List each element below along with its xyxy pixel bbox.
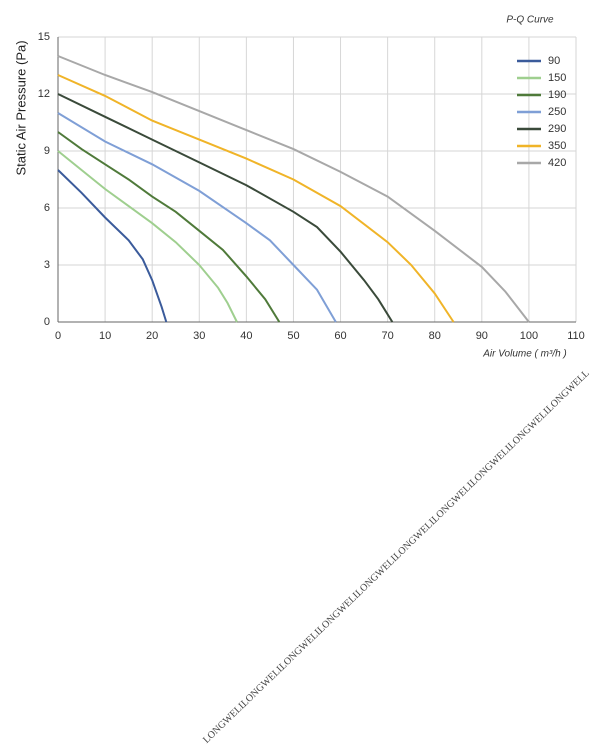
legend-label: 290 bbox=[548, 123, 566, 135]
y-tick-label: 0 bbox=[44, 316, 50, 328]
x-tick-label: 10 bbox=[99, 330, 111, 342]
watermark: LONGWELL bbox=[315, 589, 363, 635]
watermark: LONGWELL bbox=[430, 478, 478, 524]
series-line bbox=[57, 131, 281, 323]
chart-title: P-Q Curve bbox=[506, 15, 554, 26]
watermark: LONGWELL bbox=[239, 662, 287, 708]
series-line bbox=[57, 74, 455, 323]
y-tick-label: 3 bbox=[44, 259, 50, 271]
legend-label: 190 bbox=[548, 89, 566, 101]
x-tick-label: 90 bbox=[476, 330, 488, 342]
series-line bbox=[57, 93, 394, 323]
series-line bbox=[57, 112, 337, 323]
y-tick-label: 9 bbox=[44, 145, 50, 157]
watermark: LONGWELL bbox=[544, 368, 592, 414]
x-tick-label: 30 bbox=[193, 330, 205, 342]
x-axis-label: Air Volume ( m³/h ) bbox=[482, 349, 567, 360]
x-tick-label: 110 bbox=[567, 330, 585, 342]
watermark: LONGWELL bbox=[392, 515, 440, 561]
watermark: LONGWELL bbox=[506, 405, 554, 451]
y-tick-label: 15 bbox=[38, 31, 50, 43]
x-tick-label: 40 bbox=[240, 330, 252, 342]
x-tick-label: 60 bbox=[334, 330, 346, 342]
x-tick-label: 100 bbox=[520, 330, 538, 342]
y-tick-label: 12 bbox=[38, 88, 50, 100]
x-tick-label: 70 bbox=[382, 330, 394, 342]
watermark: LONGWELL bbox=[468, 442, 516, 488]
legend-label: 150 bbox=[548, 72, 566, 84]
series-line bbox=[57, 150, 238, 323]
watermark: LONGWELL bbox=[201, 699, 249, 745]
y-axis-label: Static Air Pressure (Pa) bbox=[13, 40, 28, 175]
watermark: LONGWELL bbox=[277, 626, 325, 672]
series-line bbox=[57, 169, 168, 323]
x-tick-label: 20 bbox=[146, 330, 158, 342]
legend-label: 420 bbox=[548, 157, 566, 169]
legend-label: 350 bbox=[548, 140, 566, 152]
y-tick-label: 6 bbox=[44, 202, 50, 214]
watermark: LONGWELL bbox=[354, 552, 402, 598]
legend-label: 90 bbox=[548, 55, 560, 67]
legend-label: 250 bbox=[548, 106, 566, 118]
x-tick-label: 50 bbox=[287, 330, 299, 342]
x-tick-label: 80 bbox=[429, 330, 441, 342]
x-tick-label: 0 bbox=[55, 330, 61, 342]
series-line bbox=[57, 55, 530, 323]
